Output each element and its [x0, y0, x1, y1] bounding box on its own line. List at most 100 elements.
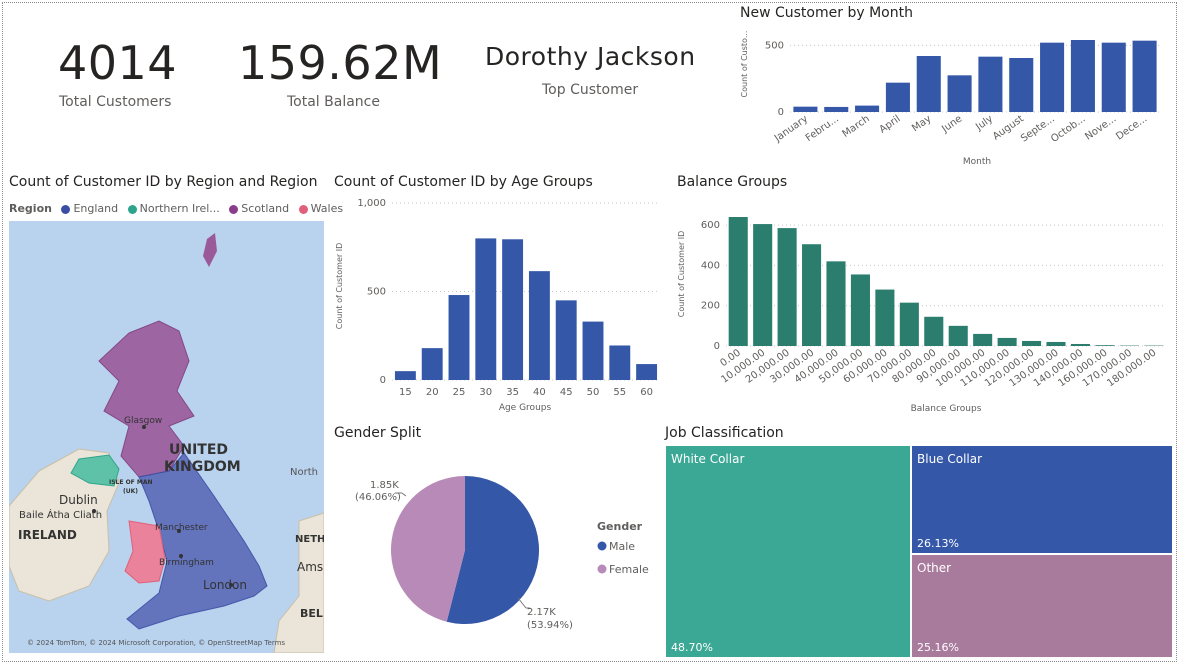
map-legend-title: Region — [9, 202, 52, 215]
balance-bar[interactable] — [1095, 345, 1115, 346]
balance-bar[interactable] — [924, 316, 944, 346]
male-pct-label: (53.94%) — [527, 620, 573, 631]
age-bar[interactable] — [502, 239, 524, 380]
total-customers-value: 4014 — [58, 36, 178, 90]
balance-bar[interactable] — [899, 302, 919, 346]
birmingham-dot — [179, 554, 183, 558]
month-chart-ylabel: Count of Custo... — [740, 31, 749, 98]
shetland-islands — [203, 233, 217, 267]
month-bar[interactable] — [1101, 42, 1126, 112]
month-bar[interactable] — [978, 56, 1003, 112]
age-ytick: 500 — [367, 287, 386, 298]
blue-collar-label: Blue Collar — [917, 452, 983, 466]
dublin-dot — [92, 509, 96, 513]
age-ytick: 0 — [380, 375, 386, 386]
treemap-cell-other[interactable]: Other 25.16% — [911, 554, 1173, 658]
month-bar[interactable] — [1040, 42, 1065, 112]
month-ytick: 0 — [778, 107, 784, 118]
month-bar[interactable] — [1132, 40, 1157, 112]
balance-chart-ylabel: Count of Customer ID — [677, 231, 686, 317]
legend-label-northern-ireland[interactable]: Northern Irel... — [139, 202, 220, 215]
month-bar[interactable] — [855, 105, 880, 112]
balance-bar[interactable] — [973, 333, 993, 346]
map-label-baile: Baile Átha Cliath — [19, 508, 102, 521]
month-ytick: 500 — [765, 40, 784, 51]
region-map[interactable]: UNITED KINGDOM IRELAND Dublin Baile Átha… — [9, 221, 324, 653]
female-value-label: 1.85K — [370, 480, 399, 491]
balance-bar[interactable] — [826, 261, 846, 346]
balance-ytick: 600 — [701, 220, 720, 231]
balance-ytick: 200 — [701, 301, 720, 312]
legend-label-england[interactable]: England — [73, 202, 119, 215]
balance-ytick: 0 — [714, 341, 720, 352]
balance-bar[interactable] — [850, 274, 870, 346]
month-xtick: Dece... — [1114, 113, 1149, 142]
age-bar[interactable] — [582, 321, 604, 380]
balance-bar[interactable] — [997, 337, 1017, 346]
age-ytick: 1,000 — [357, 198, 386, 209]
glasgow-dot — [142, 425, 146, 429]
pie-slice-female[interactable] — [391, 476, 465, 622]
balance-bar[interactable] — [802, 244, 822, 346]
treemap-cell-white-collar[interactable]: White Collar 48.70% — [665, 445, 911, 658]
gender-chart-title: Gender Split — [334, 425, 422, 441]
legend-dot-england — [61, 204, 71, 214]
legend-label-scotland[interactable]: Scotland — [241, 202, 290, 215]
age-bar[interactable] — [448, 295, 470, 380]
month-xtick: January — [772, 113, 810, 144]
balance-bar[interactable] — [753, 224, 773, 346]
balance-bar[interactable] — [875, 289, 895, 346]
month-bar[interactable] — [1009, 58, 1034, 112]
map-copyright[interactable]: © 2024 TomTom, © 2024 Microsoft Corporat… — [27, 639, 285, 647]
northern-ireland-region[interactable] — [70, 454, 120, 487]
legend-dot-scotland — [229, 204, 239, 214]
gender-legend-title: Gender — [597, 520, 643, 533]
balance-bar[interactable] — [1022, 340, 1042, 346]
balance-ytick: 400 — [701, 260, 720, 271]
balance-bar[interactable] — [1070, 343, 1090, 346]
age-bar[interactable] — [609, 345, 631, 380]
gender-pie[interactable]: 1.85K (46.06%) 2.17K (53.94%) Gender Mal… — [340, 470, 660, 640]
other-label: Other — [917, 561, 952, 575]
map-legend: Region England Northern Irel... Scotland… — [9, 202, 343, 215]
balance-bar[interactable] — [948, 325, 968, 346]
age-chart[interactable]: 0 500 1,000 15 20 25 30 35 40 45 50 55 60 Count of … — [330, 193, 660, 418]
age-bar[interactable] — [421, 348, 443, 380]
legend-label-wales[interactable]: Wales — [310, 202, 344, 215]
balance-bar[interactable] — [728, 217, 748, 346]
scotland-region[interactable] — [98, 320, 195, 478]
age-xtick: 50 — [587, 387, 600, 398]
month-bar[interactable] — [1070, 40, 1095, 112]
month-bar[interactable] — [947, 75, 972, 112]
legend-dot-northern-ireland — [127, 204, 137, 214]
treemap-cell-blue-collar[interactable]: Blue Collar 26.13% — [911, 445, 1173, 554]
age-xtick: 30 — [479, 387, 492, 398]
month-chart-xlabel: Month — [963, 157, 991, 167]
legend-dot-wales — [298, 204, 308, 214]
age-bar[interactable] — [394, 371, 416, 380]
gender-legend-male[interactable]: Male — [609, 540, 635, 553]
balance-bar[interactable] — [1046, 341, 1066, 346]
month-bar[interactable] — [885, 82, 910, 112]
balance-bar[interactable] — [777, 228, 797, 346]
month-bar[interactable] — [916, 56, 941, 112]
age-bar[interactable] — [528, 271, 550, 380]
blue-collar-pct: 26.13% — [917, 537, 959, 550]
top-customer-value: Dorothy Jackson — [485, 42, 696, 71]
age-bar[interactable] — [555, 300, 577, 380]
age-bar[interactable] — [475, 238, 497, 380]
pie-slice-male[interactable] — [446, 476, 539, 624]
balance-chart-xlabel: Balance Groups — [911, 404, 982, 414]
month-bar[interactable] — [793, 106, 818, 112]
month-xtick: Nove... — [1083, 113, 1118, 142]
gender-legend-dot-male — [597, 541, 607, 551]
wales-region[interactable] — [124, 520, 166, 584]
age-bar[interactable] — [636, 364, 658, 380]
month-bar[interactable] — [824, 106, 849, 112]
map-label-birmingham: Birmingham — [159, 558, 214, 568]
gender-legend-female[interactable]: Female — [609, 563, 649, 576]
age-chart-xlabel: Age Groups — [499, 403, 552, 413]
